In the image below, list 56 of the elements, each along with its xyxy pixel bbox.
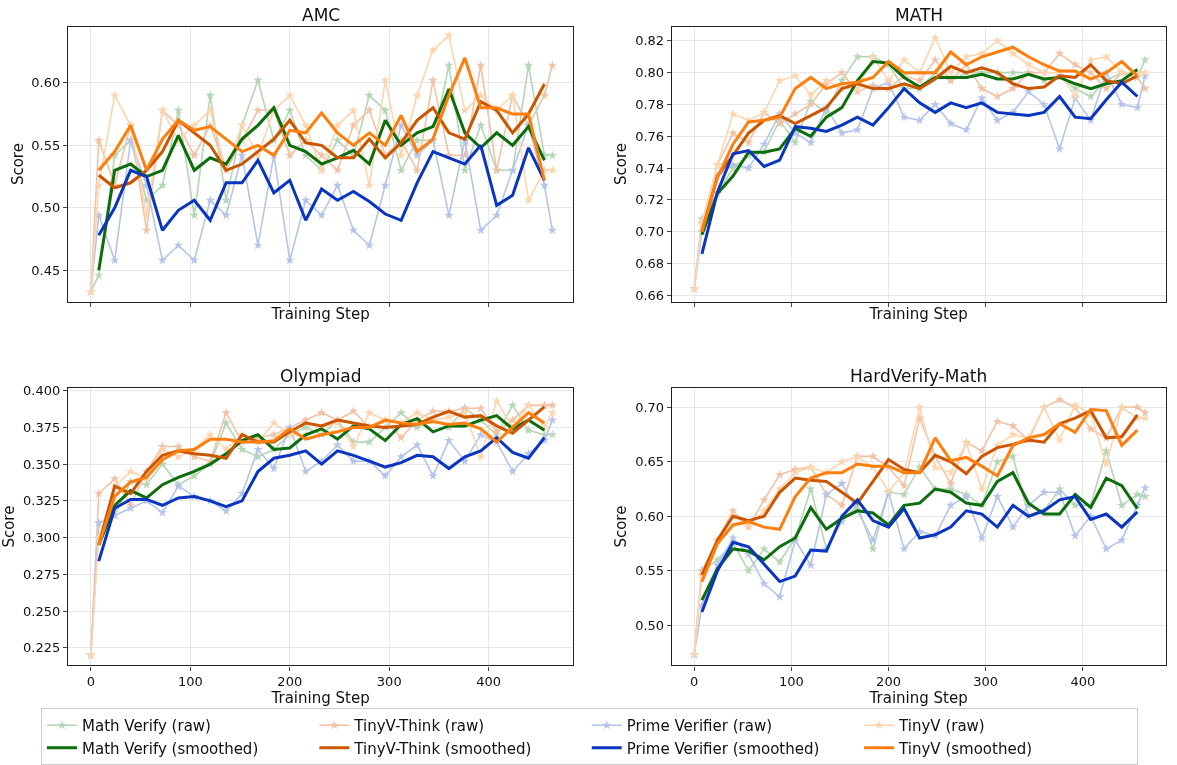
legend-label: Prime Verifier (smoothed) [626,739,820,758]
x-tick-label: 300 [376,674,402,690]
y-tick-label: 0.375 [23,419,61,435]
y-tick-label: 0.55 [635,563,665,579]
y-tick-label: 0.80 [635,65,665,81]
y-tick-label: 0.82 [635,33,665,49]
y-tick-label: 0.65 [635,454,665,470]
y-tick-label: 0.50 [31,200,61,216]
y-axis-title: Score [612,505,631,548]
legend-label: TinyV-Think (smoothed) [353,739,532,758]
y-tick-label: 0.400 [23,383,61,399]
y-tick-label: 0.250 [23,603,61,619]
y-tick-label: 0.72 [635,192,665,208]
legend-label: Math Verify (raw) [82,717,211,736]
legend-label: Math Verify (smoothed) [82,739,259,758]
y-tick-label: 0.76 [635,128,665,144]
x-tick-label: 0 [690,674,699,690]
y-tick-label: 0.45 [31,262,61,278]
chart-title: HardVerify-Math [850,366,988,386]
y-axis-title: Score [8,143,27,186]
y-tick-label: 0.350 [23,456,61,472]
x-axis-title: Training Step [270,689,370,708]
chart-title: Olympiad [280,366,362,386]
x-tick-label: 200 [277,674,303,690]
y-tick-label: 0.70 [635,224,665,240]
y-tick-label: 0.55 [31,137,61,153]
legend-label: Prime Verifier (raw) [626,717,773,736]
x-tick-label: 400 [1070,674,1096,690]
legend-label: TinyV (raw) [898,717,985,736]
y-tick-label: 0.66 [635,287,665,303]
y-tick-label: 0.325 [23,493,61,509]
y-tick-label: 0.74 [635,160,665,176]
y-tick-label: 0.275 [23,566,61,582]
x-axis-title: Training Step [868,689,968,708]
x-tick-label: 300 [973,674,999,690]
y-tick-label: 0.70 [635,399,665,415]
y-tick-label: 0.60 [635,508,665,524]
x-tick-label: 400 [476,674,502,690]
legend-label: TinyV-Think (raw) [353,717,485,736]
x-tick-label: 100 [177,674,203,690]
x-tick-label: 0 [86,674,95,690]
y-tick-label: 0.68 [635,255,665,271]
y-axis-title: Score [612,143,631,186]
y-tick-label: 0.300 [23,530,61,546]
y-tick-label: 0.60 [31,75,61,91]
y-axis-title: Score [0,505,19,548]
y-tick-label: 0.78 [635,97,665,112]
x-axis-title: Training Step [270,304,370,323]
y-tick-label: 0.50 [635,617,665,633]
chart-title: MATH [895,5,944,25]
x-tick-label: 100 [778,674,804,690]
x-axis-title: Training Step [868,304,968,323]
x-tick-label: 200 [876,674,901,690]
legend-label: TinyV (smoothed) [898,739,1032,758]
y-tick-label: 0.225 [23,640,61,656]
chart-title: AMC [302,5,341,25]
